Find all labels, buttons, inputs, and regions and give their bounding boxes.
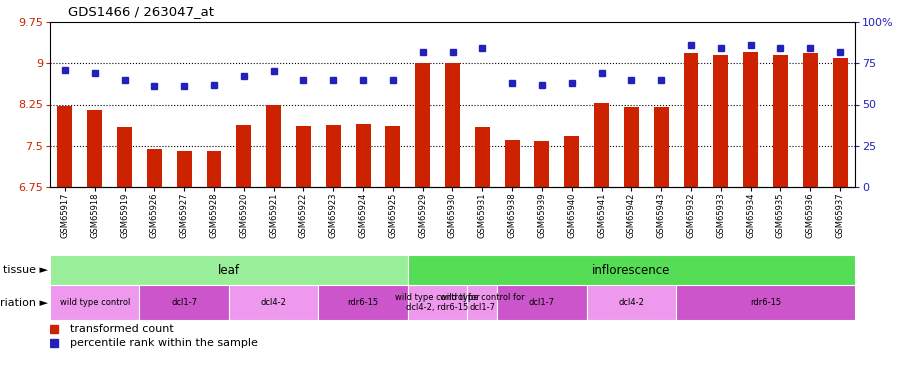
- Text: GSM65938: GSM65938: [508, 192, 517, 238]
- Bar: [773, 55, 788, 187]
- Bar: [50, 255, 408, 285]
- Bar: [564, 136, 580, 187]
- Text: GSM65922: GSM65922: [299, 192, 308, 238]
- Text: GSM65942: GSM65942: [627, 192, 636, 238]
- Bar: [832, 58, 848, 187]
- Text: GSM65920: GSM65920: [239, 192, 248, 238]
- Text: GSM65940: GSM65940: [567, 192, 576, 238]
- Text: wild type control: wild type control: [59, 298, 130, 307]
- Bar: [356, 124, 371, 187]
- Bar: [676, 285, 855, 320]
- Bar: [140, 285, 229, 320]
- Bar: [653, 107, 669, 187]
- Bar: [176, 151, 192, 187]
- Text: GSM65933: GSM65933: [716, 192, 725, 238]
- Text: GSM65927: GSM65927: [180, 192, 189, 238]
- Bar: [206, 151, 221, 187]
- Bar: [467, 285, 497, 320]
- Bar: [497, 285, 587, 320]
- Text: wild type control for
dcl4-2, rdr6-15: wild type control for dcl4-2, rdr6-15: [395, 293, 480, 312]
- Text: GSM65926: GSM65926: [150, 192, 159, 238]
- Text: dcl1-7: dcl1-7: [529, 298, 555, 307]
- Bar: [296, 126, 310, 187]
- Bar: [803, 53, 818, 187]
- Text: GDS1466 / 263047_at: GDS1466 / 263047_at: [68, 5, 214, 18]
- Bar: [624, 107, 639, 187]
- Text: inflorescence: inflorescence: [592, 264, 670, 276]
- Bar: [445, 63, 460, 187]
- Text: GSM65931: GSM65931: [478, 192, 487, 238]
- Text: GSM65924: GSM65924: [358, 192, 367, 238]
- Text: transformed count: transformed count: [70, 324, 174, 334]
- Text: tissue ►: tissue ►: [4, 265, 49, 275]
- Bar: [58, 106, 72, 187]
- Text: GSM65917: GSM65917: [60, 192, 69, 238]
- Bar: [684, 53, 698, 187]
- Text: dcl1-7: dcl1-7: [171, 298, 197, 307]
- Text: GSM65937: GSM65937: [835, 192, 844, 238]
- Bar: [594, 103, 609, 187]
- Text: leaf: leaf: [218, 264, 240, 276]
- Bar: [408, 255, 855, 285]
- Bar: [326, 125, 341, 187]
- Text: rdr6-15: rdr6-15: [347, 298, 379, 307]
- Text: GSM65939: GSM65939: [537, 192, 546, 238]
- Text: GSM65923: GSM65923: [328, 192, 338, 238]
- Bar: [50, 285, 140, 320]
- Bar: [147, 148, 162, 187]
- Bar: [385, 126, 400, 187]
- Text: genotype/variation ►: genotype/variation ►: [0, 297, 49, 307]
- Text: dcl4-2: dcl4-2: [261, 298, 286, 307]
- Text: percentile rank within the sample: percentile rank within the sample: [70, 338, 258, 348]
- Bar: [505, 140, 519, 187]
- Bar: [535, 141, 549, 187]
- Bar: [415, 63, 430, 187]
- Text: GSM65925: GSM65925: [389, 192, 398, 238]
- Bar: [229, 285, 319, 320]
- Text: GSM65941: GSM65941: [597, 192, 606, 238]
- Bar: [587, 285, 676, 320]
- Text: GSM65934: GSM65934: [746, 192, 755, 238]
- Bar: [743, 52, 758, 187]
- Text: GSM65929: GSM65929: [418, 192, 427, 238]
- Text: GSM65928: GSM65928: [210, 192, 219, 238]
- Bar: [475, 126, 490, 187]
- Text: GSM65936: GSM65936: [806, 192, 814, 238]
- Text: GSM65930: GSM65930: [448, 192, 457, 238]
- Bar: [266, 105, 281, 187]
- Bar: [319, 285, 408, 320]
- Text: dcl4-2: dcl4-2: [618, 298, 644, 307]
- Text: GSM65932: GSM65932: [687, 192, 696, 238]
- Bar: [117, 126, 132, 187]
- Bar: [237, 125, 251, 187]
- Bar: [408, 285, 467, 320]
- Text: rdr6-15: rdr6-15: [750, 298, 781, 307]
- Text: GSM65935: GSM65935: [776, 192, 785, 238]
- Bar: [87, 110, 103, 187]
- Text: GSM65918: GSM65918: [90, 192, 99, 238]
- Bar: [714, 55, 728, 187]
- Text: GSM65919: GSM65919: [120, 192, 129, 238]
- Text: wild type control for
dcl1-7: wild type control for dcl1-7: [440, 293, 525, 312]
- Text: GSM65921: GSM65921: [269, 192, 278, 238]
- Text: GSM65943: GSM65943: [657, 192, 666, 238]
